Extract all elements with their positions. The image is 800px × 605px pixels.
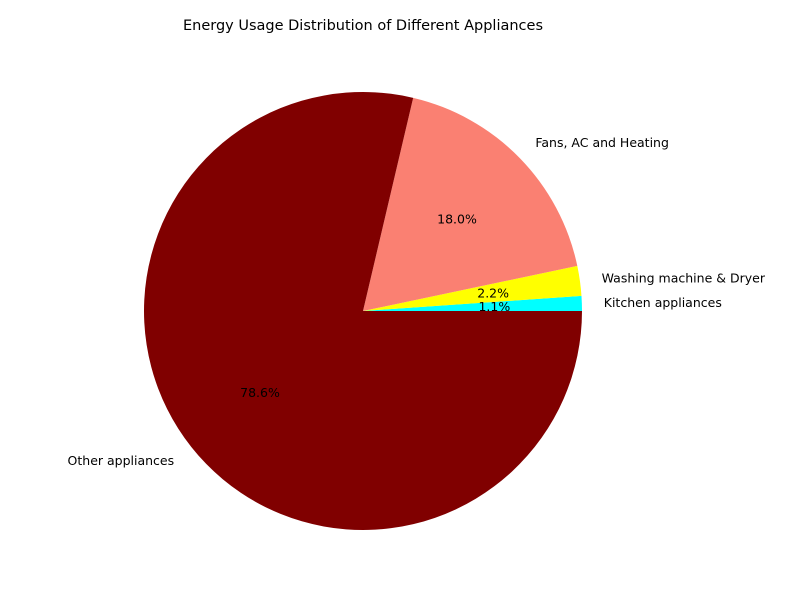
pie-labels: Kitchen appliances 1.1% Washing machine & … bbox=[68, 135, 766, 468]
pct-label-other-appliances: 78.6% bbox=[240, 385, 280, 400]
pct-label-washing-machine-dryer: 2.2% bbox=[477, 285, 509, 300]
pct-label-fans-ac-and-heating: 18.0% bbox=[437, 212, 477, 227]
pie-slice-fans-ac-and-heating bbox=[363, 97, 578, 311]
slice-label-other-appliances: Other appliances bbox=[68, 453, 175, 468]
chart-title: Energy Usage Distribution of Different A… bbox=[183, 18, 543, 34]
slice-label-fans-ac-and-heating: Fans, AC and Heating bbox=[535, 135, 669, 150]
slice-label-washing-machine-dryer: Washing machine & Dryer bbox=[602, 270, 766, 285]
slice-label-kitchen-appliances: Kitchen appliances bbox=[604, 295, 722, 310]
pie-slice-kitchen-appliances bbox=[363, 295, 582, 311]
pct-label-kitchen-appliances: 1.1% bbox=[478, 299, 510, 314]
pie-slice-washing-machine-dryer bbox=[363, 265, 582, 311]
pie-slice-other-appliances bbox=[143, 92, 582, 531]
pie-slices bbox=[143, 92, 582, 531]
